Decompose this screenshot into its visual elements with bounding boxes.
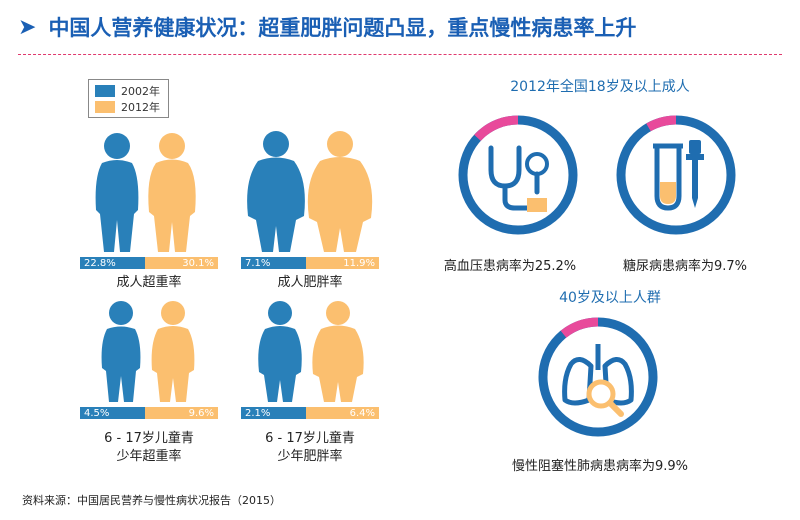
test-tube-icon bbox=[653, 143, 683, 211]
bar-value-2002: 4.5% bbox=[84, 407, 110, 419]
child-obesity-bar: 2.1% 6.4% bbox=[241, 407, 379, 419]
bar-2012-segment: 6.4% bbox=[306, 407, 379, 419]
adult-obesity-figures bbox=[244, 130, 374, 254]
legend-swatch-2012 bbox=[95, 101, 115, 113]
bar-2002-segment: 22.8% bbox=[80, 257, 145, 269]
bar-2002-segment: 2.1% bbox=[241, 407, 306, 419]
child-obesity-caption: 6 - 17岁儿童青 少年肥胖率 bbox=[241, 430, 379, 466]
caption-line: 少年超重率 bbox=[116, 449, 182, 464]
bar-value-2012: 11.9% bbox=[343, 257, 375, 269]
caption-line: 6 - 17岁儿童青 bbox=[104, 431, 194, 446]
bar-2002-segment: 7.1% bbox=[241, 257, 306, 269]
bar-value-2012: 30.1% bbox=[182, 257, 214, 269]
stethoscope-icon bbox=[488, 145, 549, 211]
magnifier-icon bbox=[586, 379, 624, 417]
diabetes-ring bbox=[613, 112, 739, 242]
child-obesity-figures bbox=[254, 300, 366, 404]
child-overweight-bar: 4.5% 9.6% bbox=[80, 407, 218, 419]
legend-swatch-2002 bbox=[95, 85, 115, 97]
child-overweight-caption: 6 - 17岁儿童青 少年超重率 bbox=[80, 430, 218, 466]
adult-obesity-bar: 7.1% 11.9% bbox=[241, 257, 379, 269]
bar-2012-segment: 30.1% bbox=[145, 257, 218, 269]
bar-value-2012: 9.6% bbox=[188, 407, 214, 419]
legend: 2002年 2012年 bbox=[88, 79, 169, 118]
hypertension-label: 高血压患病率为25.2% bbox=[443, 259, 577, 274]
legend-label-2002: 2002年 bbox=[121, 85, 160, 98]
adult-overweight-caption: 成人超重率 bbox=[80, 274, 218, 292]
source-note: 资料来源：中国居民营养与慢性病状况报告（2015） bbox=[22, 494, 281, 507]
page-title: 中国人营养健康状况：超重肥胖问题凸显，重点慢性病患率上升 bbox=[48, 16, 637, 40]
bar-value-2002: 22.8% bbox=[84, 257, 116, 269]
caption-line: 少年肥胖率 bbox=[277, 449, 343, 464]
legend-label-2012: 2012年 bbox=[121, 101, 160, 114]
bar-value-2002: 7.1% bbox=[245, 257, 271, 269]
lungs-icon bbox=[562, 344, 634, 406]
adult-obesity-caption: 成人肥胖率 bbox=[241, 274, 379, 292]
bar-value-2002: 2.1% bbox=[245, 407, 271, 419]
person-2002-icon bbox=[101, 301, 141, 402]
legend-item-2002: 2002年 bbox=[95, 83, 160, 99]
adults-heading: 2012年全国18岁及以上成人 bbox=[510, 79, 690, 95]
age40-heading: 40岁及以上人群 bbox=[559, 290, 661, 306]
person-2002-icon bbox=[258, 301, 302, 402]
dropper-icon bbox=[686, 140, 704, 208]
hypertension-ring bbox=[455, 112, 581, 242]
legend-item-2012: 2012年 bbox=[95, 99, 160, 115]
person-2002-icon bbox=[247, 131, 305, 252]
bar-2012-segment: 9.6% bbox=[145, 407, 218, 419]
caption-line: 6 - 17岁儿童青 bbox=[265, 431, 355, 446]
header-arrow-icon: ➤ bbox=[18, 14, 37, 40]
child-overweight-figures bbox=[98, 300, 198, 404]
copd-ring bbox=[535, 314, 661, 444]
adult-overweight-figures bbox=[90, 132, 200, 254]
caption-line: 成人肥胖率 bbox=[277, 275, 343, 290]
bar-2002-segment: 4.5% bbox=[80, 407, 145, 419]
caption-line: 成人超重率 bbox=[116, 275, 182, 290]
person-2012-icon bbox=[307, 131, 373, 252]
person-2012-icon bbox=[148, 133, 196, 252]
adult-overweight-bar: 22.8% 30.1% bbox=[80, 257, 218, 269]
person-2012-icon bbox=[151, 301, 195, 402]
diabetes-label: 糖尿病患病率为9.7% bbox=[622, 259, 748, 274]
bar-2012-segment: 11.9% bbox=[306, 257, 379, 269]
person-2012-icon bbox=[312, 301, 364, 402]
bar-value-2012: 6.4% bbox=[349, 407, 375, 419]
person-2002-icon bbox=[95, 133, 139, 252]
gauge-box-icon bbox=[527, 198, 547, 212]
copd-label: 慢性阻塞性肺病患病率为9.9% bbox=[511, 459, 689, 474]
page-header: ➤ 中国人营养健康状况：超重肥胖问题凸显，重点慢性病患率上升 bbox=[18, 12, 782, 55]
